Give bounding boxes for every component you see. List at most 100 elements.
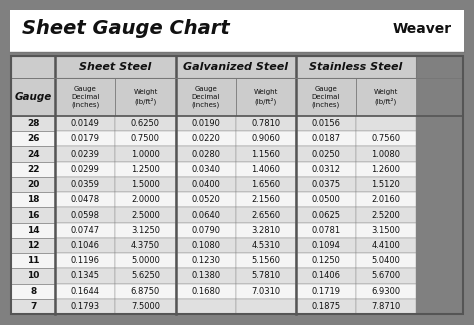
Text: 0.1080: 0.1080 — [191, 241, 220, 250]
Bar — [11, 207, 55, 223]
Bar — [11, 238, 55, 253]
Text: 4.3750: 4.3750 — [131, 241, 160, 250]
Bar — [115, 131, 175, 147]
Bar — [115, 253, 175, 268]
Text: 2.5000: 2.5000 — [131, 211, 160, 219]
Text: 0.1094: 0.1094 — [311, 241, 340, 250]
Bar — [356, 238, 416, 253]
Bar — [11, 177, 55, 192]
Bar — [356, 177, 416, 192]
Bar — [175, 192, 236, 207]
Bar — [55, 283, 115, 299]
Bar — [236, 162, 296, 177]
Text: 20: 20 — [27, 180, 39, 189]
Bar — [236, 223, 296, 238]
Text: 0.0149: 0.0149 — [71, 119, 100, 128]
Text: 3.1500: 3.1500 — [372, 226, 401, 235]
Bar — [356, 131, 416, 147]
Text: Weight
(lb/ft²): Weight (lb/ft²) — [374, 89, 398, 105]
Bar — [356, 116, 416, 131]
Text: 0.1719: 0.1719 — [311, 287, 340, 296]
Bar — [175, 207, 236, 223]
Bar — [236, 253, 296, 268]
Text: 5.7810: 5.7810 — [251, 271, 280, 280]
Bar — [356, 147, 416, 162]
Bar — [55, 253, 115, 268]
Text: 26: 26 — [27, 134, 39, 143]
Text: 7.0310: 7.0310 — [251, 287, 280, 296]
Text: 0.0190: 0.0190 — [191, 119, 220, 128]
Text: 0.0359: 0.0359 — [71, 180, 100, 189]
Text: 0.0625: 0.0625 — [311, 211, 340, 219]
Bar — [115, 116, 175, 131]
Bar — [175, 268, 236, 283]
Text: 0.1250: 0.1250 — [311, 256, 340, 265]
Text: 0.1680: 0.1680 — [191, 287, 220, 296]
Text: Sheet Steel: Sheet Steel — [79, 62, 152, 72]
Text: 1.6560: 1.6560 — [251, 180, 280, 189]
Bar — [55, 131, 115, 147]
Text: 0.1644: 0.1644 — [71, 287, 100, 296]
Bar — [296, 116, 356, 131]
Bar — [296, 162, 356, 177]
Text: 0.0250: 0.0250 — [311, 150, 340, 159]
Bar — [296, 283, 356, 299]
Bar — [296, 207, 356, 223]
Text: 0.1046: 0.1046 — [71, 241, 100, 250]
Bar — [115, 192, 175, 207]
Bar — [115, 177, 175, 192]
Text: 1.4060: 1.4060 — [251, 165, 280, 174]
Bar — [296, 299, 356, 314]
Bar — [55, 116, 115, 131]
Bar — [11, 299, 55, 314]
Bar — [115, 162, 175, 177]
Text: 2.1560: 2.1560 — [251, 195, 280, 204]
Text: 0.6250: 0.6250 — [131, 119, 160, 128]
Bar — [115, 223, 175, 238]
Text: 0.0790: 0.0790 — [191, 226, 220, 235]
Text: 0.0220: 0.0220 — [191, 134, 220, 143]
Bar — [175, 116, 236, 131]
Bar — [11, 147, 55, 162]
Text: 6.8750: 6.8750 — [131, 287, 160, 296]
Bar — [236, 78, 296, 116]
Bar — [356, 268, 416, 283]
Bar — [11, 223, 55, 238]
Bar — [175, 177, 236, 192]
Bar — [356, 253, 416, 268]
Text: 0.0478: 0.0478 — [71, 195, 100, 204]
Text: 0.0299: 0.0299 — [71, 165, 100, 174]
Bar — [175, 78, 236, 116]
Bar — [356, 162, 416, 177]
Bar — [296, 131, 356, 147]
Bar — [296, 78, 356, 116]
Bar — [11, 56, 463, 314]
Bar — [55, 177, 115, 192]
Bar — [296, 223, 356, 238]
Bar — [55, 147, 115, 162]
Text: 5.0000: 5.0000 — [131, 256, 160, 265]
Text: 11: 11 — [27, 256, 39, 265]
Text: Gauge: Gauge — [15, 92, 52, 102]
Bar — [55, 238, 115, 253]
Bar — [175, 147, 236, 162]
Text: 0.0640: 0.0640 — [191, 211, 220, 219]
Text: 16: 16 — [27, 211, 39, 219]
Bar — [55, 192, 115, 207]
Bar — [175, 131, 236, 147]
Text: 0.0179: 0.0179 — [71, 134, 100, 143]
Text: 0.1380: 0.1380 — [191, 271, 220, 280]
Bar — [10, 10, 464, 52]
Text: 0.7560: 0.7560 — [371, 134, 401, 143]
Bar — [175, 253, 236, 268]
Text: Weight
(lb/ft²): Weight (lb/ft²) — [254, 89, 278, 105]
Bar — [11, 131, 55, 147]
Text: 0.0340: 0.0340 — [191, 165, 220, 174]
Text: 0.0747: 0.0747 — [71, 226, 100, 235]
Text: 10: 10 — [27, 271, 39, 280]
Text: 0.0187: 0.0187 — [311, 134, 340, 143]
Text: 0.0312: 0.0312 — [311, 165, 340, 174]
Text: 1.0080: 1.0080 — [372, 150, 401, 159]
Text: 0.1793: 0.1793 — [71, 302, 100, 311]
Bar — [55, 78, 115, 116]
